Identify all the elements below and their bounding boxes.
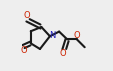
- Text: O: O: [20, 46, 27, 55]
- Text: N: N: [49, 31, 55, 40]
- Text: O: O: [59, 49, 65, 58]
- Text: O: O: [73, 31, 80, 40]
- Text: O: O: [23, 12, 29, 20]
